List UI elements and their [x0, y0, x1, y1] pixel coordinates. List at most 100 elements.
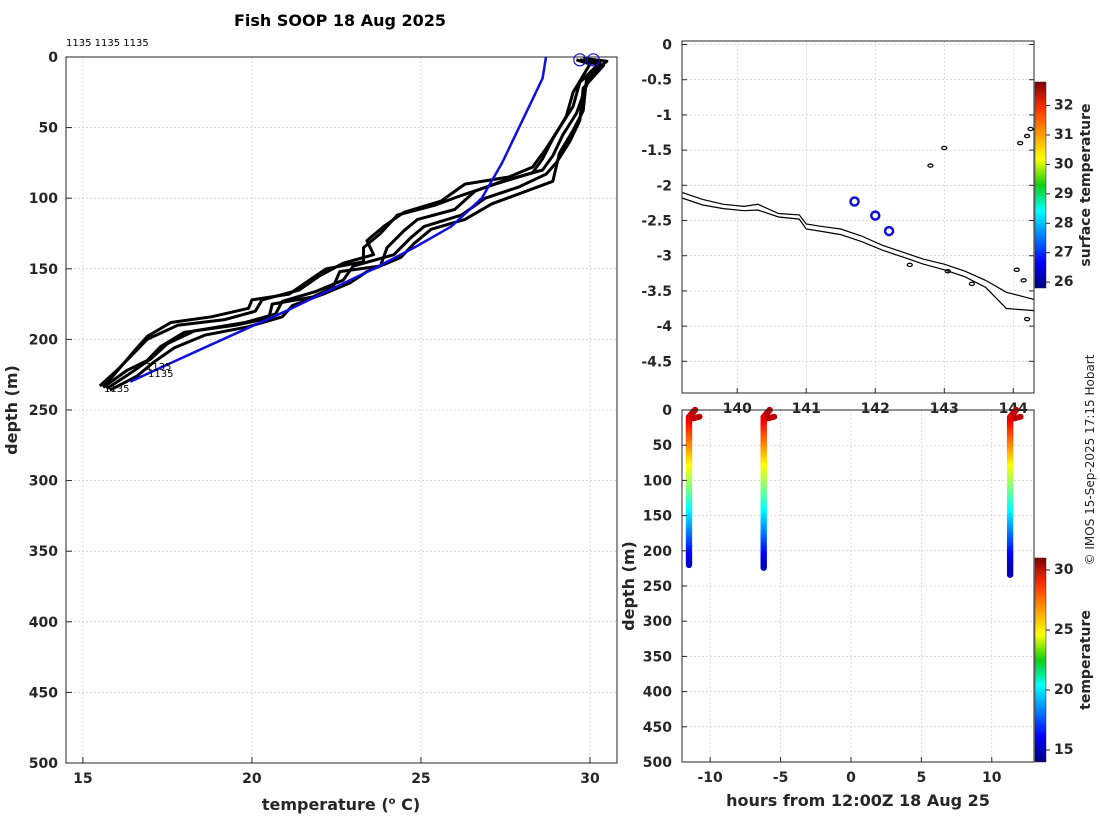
- credit-text: © IMOS 15-Sep-2025 17:15 Hobart: [1083, 354, 1097, 565]
- bottom-cast-label: 1135: [104, 384, 129, 395]
- chart-title: Fish SOOP 18 Aug 2025: [234, 11, 446, 30]
- profile-y-axis-title: depth (m): [2, 365, 21, 455]
- colorbar-tick-label: 25: [1054, 622, 1073, 638]
- cast-sample: [760, 564, 767, 571]
- station-marker: [849, 196, 860, 207]
- y-tick-label: 400: [643, 685, 672, 701]
- section-x-axis-title: hours from 12:00Z 18 Aug 25: [726, 791, 990, 810]
- x-title-degree: o: [389, 796, 396, 807]
- y-tick-label: 300: [643, 614, 672, 630]
- y-tick-label: 200: [643, 544, 672, 560]
- coast-lower-line: [681, 197, 1035, 312]
- colorbar-tick-label: 29: [1054, 186, 1073, 202]
- island-outline: [1023, 133, 1031, 139]
- colorbar-tick-label: 30: [1054, 562, 1074, 578]
- y-tick-label: -0.5: [641, 73, 672, 89]
- profile-y-ticks: 0 50 100 150 200 250 300 350 400 450 500: [29, 50, 72, 772]
- colorbar-tick-label: 30: [1054, 156, 1074, 172]
- climatology-line: [129, 56, 548, 383]
- section-chart: -10 -5 0 5 10 0 50 100 150 200 250 300 350 400 450 500…: [619, 403, 1094, 810]
- profile-x-ticks: 15 20 25 30: [73, 757, 600, 787]
- section-casts: [685, 406, 1024, 578]
- y-tick-label: 400: [29, 615, 58, 631]
- y-tick-label: -2.5: [641, 214, 672, 230]
- x-tick-label: 140: [723, 401, 752, 417]
- y-tick-label: 100: [643, 473, 672, 489]
- cast-sample: [685, 561, 693, 569]
- surface-marker: [586, 53, 600, 67]
- y-tick-label: 350: [29, 544, 58, 560]
- y-tick-label: 0: [48, 50, 58, 66]
- surface-marker: [573, 53, 587, 67]
- island-outline: [1023, 316, 1031, 322]
- profile-1-line: [102, 58, 599, 389]
- x-tick-label: -10: [698, 770, 724, 786]
- map-chart: 140141142143144 0-0.5-1-1.5-2-2.5-3-3.5-…: [641, 38, 1094, 417]
- profile-5-line: [109, 56, 609, 392]
- y-tick-label: 50: [39, 121, 59, 137]
- section-colorbar-label: temperature: [1078, 610, 1094, 710]
- x-tick-label: -5: [773, 770, 789, 786]
- section-y-ticks: 0 50 100 150 200 250 300 350 400 450 500: [643, 403, 687, 771]
- y-tick-label: 250: [643, 579, 672, 595]
- y-tick-label: 150: [643, 509, 672, 525]
- bottom-cast-label: 1135: [146, 362, 171, 373]
- y-tick-label: 350: [643, 649, 672, 665]
- island-outline: [968, 281, 976, 287]
- map-grid: [682, 41, 1034, 393]
- section-x-ticks: -10 -5 0 5 10: [698, 757, 1002, 786]
- top-cast-labels: 1135 1135 1135: [66, 38, 149, 49]
- y-tick-label: 500: [643, 755, 672, 771]
- station-marker: [883, 225, 895, 237]
- y-tick-label: -2: [656, 178, 672, 194]
- coastline: [681, 191, 1035, 312]
- y-tick-label: 100: [29, 191, 58, 207]
- section-colorbar-ticks: 15 20 25 30: [1046, 562, 1074, 758]
- y-tick-label: -4: [656, 319, 672, 335]
- island-outline: [1020, 278, 1027, 283]
- y-tick-label: -3.5: [641, 284, 672, 300]
- colorbar-tick-label: 28: [1054, 215, 1073, 231]
- y-tick-label: 250: [29, 403, 58, 419]
- profile-3-line: [105, 59, 605, 391]
- islands: [906, 126, 1034, 322]
- map-plot-frame: [681, 40, 1035, 394]
- island-outline: [927, 163, 934, 168]
- y-tick-label: -3: [656, 249, 672, 265]
- cast-surface-sample: [696, 413, 703, 420]
- y-tick-label: 150: [29, 262, 58, 278]
- x-tick-label: 25: [411, 771, 430, 787]
- coast-upper-line: [681, 191, 1035, 300]
- x-tick-label: 10: [982, 770, 1002, 786]
- y-tick-label: 500: [29, 756, 58, 772]
- y-tick-label: 0: [662, 403, 672, 419]
- map-x-ticks: 140141142143144: [723, 388, 1028, 417]
- profile-series: [98, 53, 609, 392]
- section-colorbar: [1034, 557, 1047, 763]
- x-tick-label: 141: [792, 401, 821, 417]
- island-outline: [941, 145, 948, 151]
- y-tick-label: 450: [29, 685, 58, 701]
- x-tick-label: 0: [846, 770, 856, 786]
- x-tick-label: 30: [580, 771, 600, 787]
- profile-chart: Fish SOOP 18 Aug 2025 1135 1135 1135 15 2…: [2, 11, 618, 814]
- cast-surface-sample: [1017, 413, 1024, 420]
- y-tick-label: 200: [29, 332, 58, 348]
- island-outline: [1013, 267, 1020, 273]
- colorbar-tick-label: 20: [1054, 682, 1074, 698]
- island-outline: [1017, 140, 1024, 146]
- profile-4-line: [102, 58, 592, 389]
- section-y-axis-title: depth (m): [619, 541, 638, 631]
- x-tick-label: 142: [861, 401, 890, 417]
- profile-grid: [66, 56, 617, 764]
- colorbar-tick-label: 31: [1054, 127, 1073, 143]
- island-outline: [1027, 126, 1034, 132]
- map-colorbar: [1034, 81, 1047, 289]
- x-tick-label: 143: [930, 401, 959, 417]
- x-title-text: temperature (: [262, 795, 389, 814]
- colorbar-tick-label: 26: [1054, 274, 1073, 290]
- y-tick-label: 450: [643, 720, 672, 736]
- y-tick-label: 50: [653, 438, 673, 454]
- colorbar-tick-label: 15: [1054, 742, 1073, 758]
